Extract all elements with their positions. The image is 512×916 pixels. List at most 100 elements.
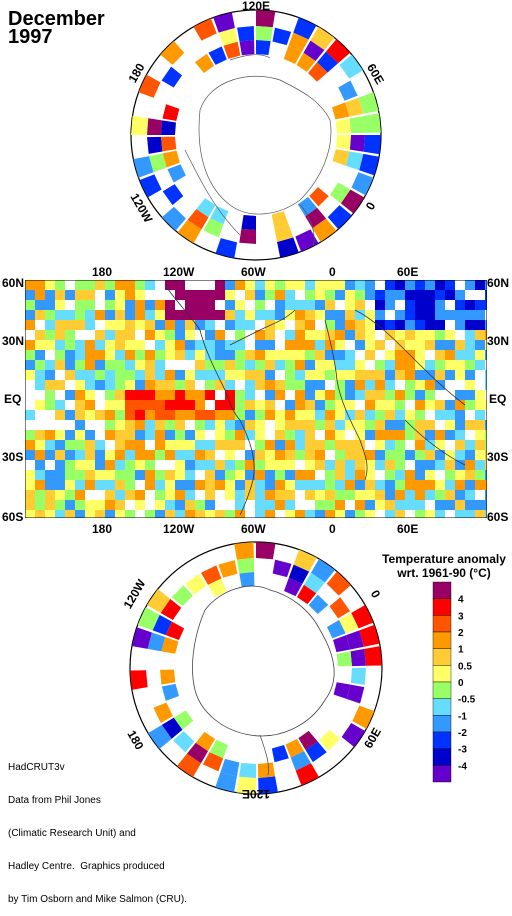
anomaly-cell	[165, 490, 175, 500]
anomaly-cell	[255, 350, 265, 360]
top-lon-60e: 60E	[397, 265, 419, 279]
anomaly-cell	[155, 410, 165, 420]
anomaly-cell	[35, 450, 45, 460]
anomaly-cell	[295, 350, 305, 360]
anomaly-cell	[315, 370, 325, 380]
anomaly-cell	[25, 410, 35, 420]
anomaly-cell	[455, 350, 465, 360]
anomaly-cell	[245, 480, 255, 490]
polar-anomaly-cell	[346, 684, 365, 704]
anomaly-cell	[315, 450, 325, 460]
anomaly-cell	[145, 350, 155, 360]
legend-tick-label: -2	[458, 728, 467, 739]
anomaly-cell	[265, 360, 275, 370]
anomaly-cell	[315, 360, 325, 370]
bottom-lon-60w: 60W	[241, 522, 266, 536]
anomaly-cell	[255, 360, 265, 370]
anomaly-cell	[225, 440, 235, 450]
legend-swatch	[432, 665, 452, 683]
anomaly-cell	[65, 330, 75, 340]
anomaly-cell	[145, 320, 155, 330]
anomaly-cell	[65, 500, 75, 510]
anomaly-cell	[315, 510, 325, 518]
legend-swatch	[432, 598, 452, 616]
polar-anomaly-cell	[295, 229, 319, 252]
anomaly-cell	[65, 430, 75, 440]
anomaly-cell	[175, 420, 185, 430]
anomaly-cell	[335, 410, 345, 420]
anomaly-cell	[175, 480, 185, 490]
anomaly-cell	[335, 290, 345, 300]
world-map	[25, 280, 487, 518]
polar-anomaly-cell	[203, 218, 224, 238]
polar-anomaly-cell	[363, 135, 381, 155]
anomaly-cell	[85, 380, 95, 390]
polar-anomaly-cell	[352, 705, 375, 729]
anomaly-cell	[405, 480, 415, 490]
anomaly-cell	[315, 460, 325, 470]
anomaly-cell	[135, 370, 145, 380]
anomaly-cell	[305, 430, 315, 440]
anomaly-cell	[335, 280, 345, 290]
anomaly-cell	[335, 350, 345, 360]
anomaly-cell	[255, 300, 265, 310]
anomaly-cell	[425, 320, 435, 330]
anomaly-cell	[175, 430, 185, 440]
anomaly-cell	[215, 330, 225, 340]
anomaly-cell	[325, 460, 335, 470]
anomaly-cell	[195, 360, 205, 370]
anomaly-cell	[305, 370, 315, 380]
anomaly-cell	[375, 460, 385, 470]
anomaly-cell	[475, 460, 485, 470]
anomaly-cell	[105, 510, 115, 518]
anomaly-cell	[485, 490, 487, 500]
anomaly-cell	[285, 410, 295, 420]
anomaly-cell	[115, 440, 125, 450]
polar-anomaly-cell	[195, 731, 215, 752]
anomaly-cell	[145, 510, 155, 518]
anomaly-cell	[25, 450, 35, 460]
chart-title: December 1997	[8, 9, 105, 47]
anomaly-cell	[325, 360, 335, 370]
anomaly-cell	[25, 440, 35, 450]
legend-tick-label: 1	[458, 645, 464, 656]
lat-right-30s: 30S	[487, 450, 509, 464]
anomaly-cell	[285, 480, 295, 490]
anomaly-cell	[465, 500, 475, 510]
anomaly-cell	[85, 450, 95, 460]
anomaly-cell	[145, 470, 155, 480]
legend-tick-label: 3	[458, 611, 464, 622]
anomaly-cell	[185, 300, 195, 310]
anomaly-cell	[335, 310, 345, 320]
anomaly-cell	[325, 500, 335, 510]
anomaly-cell	[155, 360, 165, 370]
anomaly-cell	[265, 490, 275, 500]
anomaly-cell	[75, 380, 85, 390]
anomaly-cell	[25, 490, 35, 500]
anomaly-cell	[95, 340, 105, 350]
anomaly-cell	[135, 300, 145, 310]
anomaly-cell	[25, 290, 35, 300]
anomaly-cell	[265, 510, 275, 518]
anomaly-cell	[205, 320, 215, 330]
anomaly-cell	[485, 500, 487, 510]
anomaly-cell	[65, 360, 75, 370]
anomaly-cell	[295, 340, 305, 350]
anomaly-cell	[365, 420, 375, 430]
anomaly-cell	[325, 340, 335, 350]
anomaly-cell	[415, 310, 425, 320]
anomaly-cell	[35, 510, 45, 518]
polar-anomaly-cell	[336, 651, 352, 667]
polar-anomaly-cell	[349, 135, 365, 152]
anomaly-cell	[215, 460, 225, 470]
anomaly-cell	[355, 310, 365, 320]
anomaly-cell	[45, 450, 55, 460]
anomaly-cell	[345, 280, 355, 290]
anomaly-cell	[435, 440, 445, 450]
legend-tick-label: 0	[458, 678, 464, 689]
anomaly-cell	[35, 340, 45, 350]
anomaly-cell	[385, 490, 395, 500]
anomaly-cell	[65, 390, 75, 400]
anomaly-cell	[305, 510, 315, 518]
anomaly-cell	[155, 400, 165, 410]
